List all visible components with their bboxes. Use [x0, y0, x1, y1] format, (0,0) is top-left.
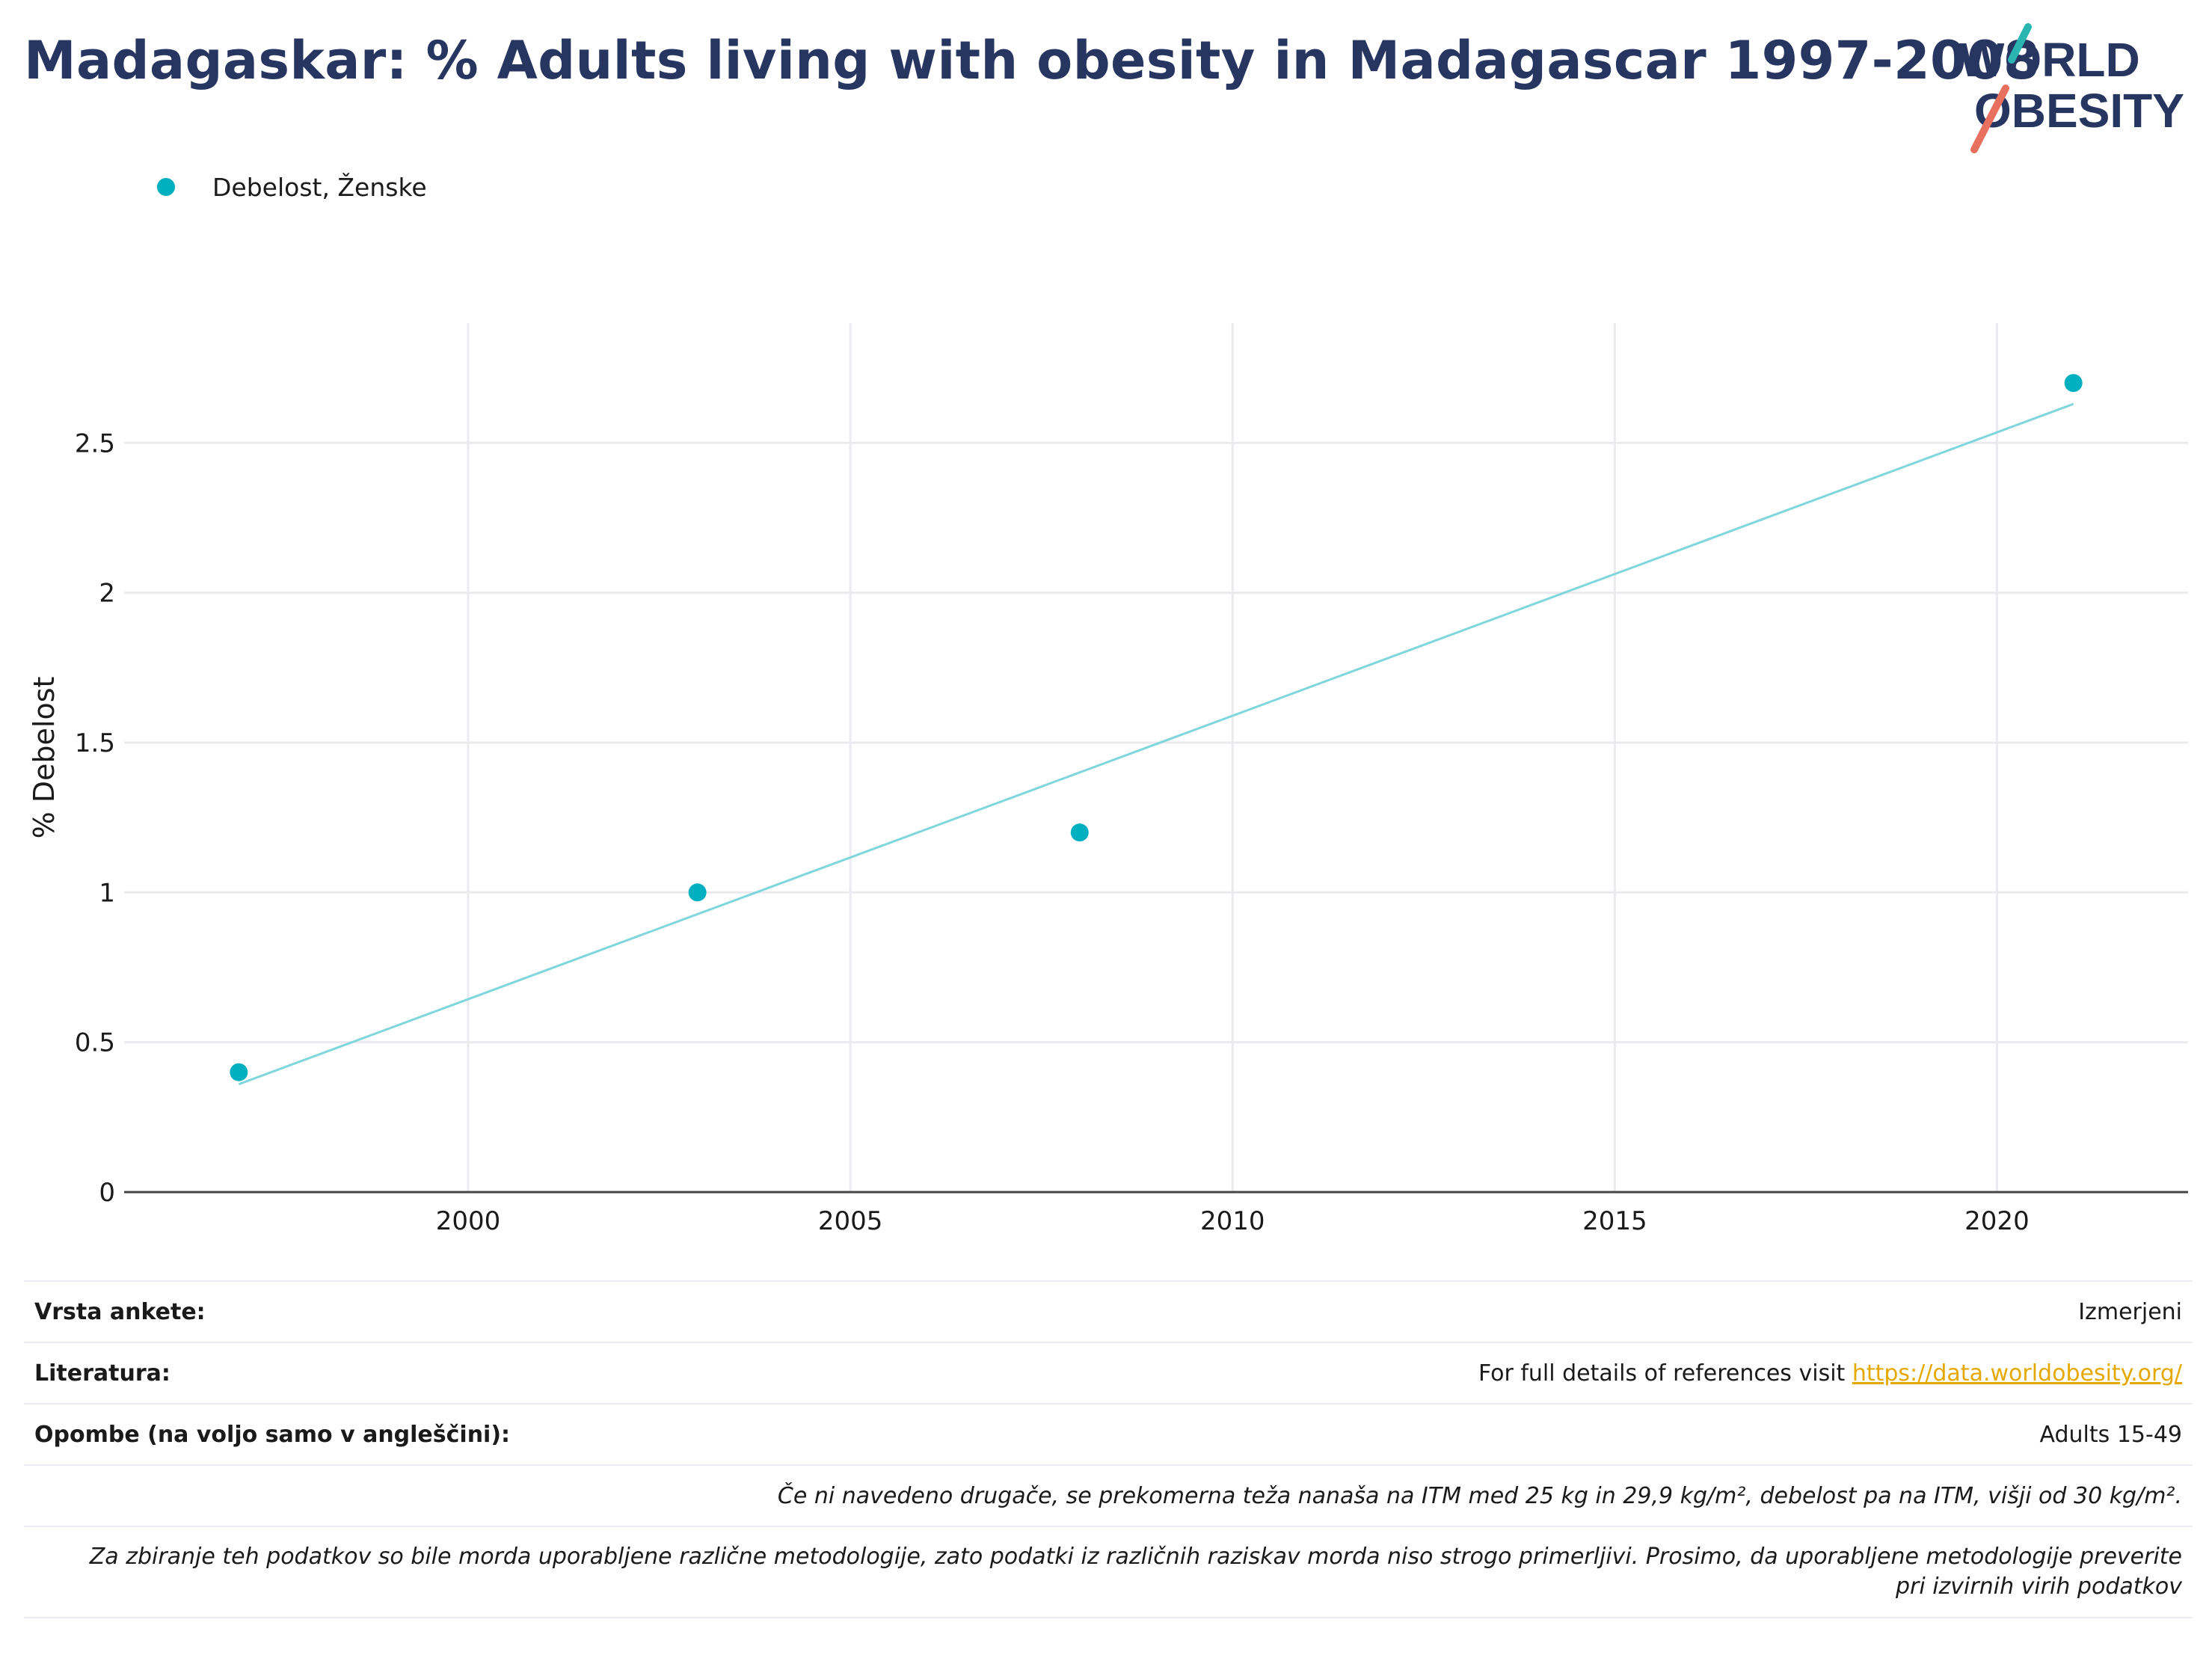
- references-label: Literatura:: [34, 1360, 170, 1387]
- methodology-note: Za zbiranje teh podatkov so bile morda u…: [89, 1544, 2182, 1600]
- references-link[interactable]: https://data.worldobesity.org/: [1852, 1360, 2182, 1387]
- y-tick-label: 2.5: [75, 429, 115, 458]
- info-table: Vrsta ankete: Izmerjeni Literatura: For …: [24, 1280, 2193, 1618]
- notes-value: Adults 15-49: [2039, 1421, 2183, 1448]
- svg-text:WORLD: WORLD: [1959, 33, 2140, 87]
- svg-text:OBESITY: OBESITY: [1974, 84, 2184, 138]
- references-text: For full details of references visit: [1478, 1360, 1852, 1387]
- data-point: [2064, 374, 2083, 393]
- legend-label: Debelost, Ženske: [212, 172, 427, 202]
- y-tick-label: 0: [99, 1178, 115, 1208]
- info-row-methodology: Za zbiranje teh podatkov so bile morda u…: [24, 1526, 2193, 1618]
- scatter-chart: 2000 2005 2010 2015 2020 0 0.5 1 1.5 2 2.5 % Debelo…: [28, 323, 2188, 1236]
- y-tick-label: 0.5: [75, 1028, 115, 1058]
- info-row-notes: Opombe (na voljo samo v angleščini): Adu…: [24, 1403, 2193, 1464]
- references-value: For full details of references visit htt…: [1478, 1360, 2182, 1387]
- info-row-survey-type: Vrsta ankete: Izmerjeni: [24, 1280, 2193, 1342]
- x-tick-label: 2000: [436, 1206, 501, 1236]
- trend-line: [238, 402, 2074, 1086]
- legend-marker: [157, 178, 175, 196]
- y-tick-label: 2: [99, 579, 115, 609]
- y-axis-label: % Debelost: [28, 677, 61, 839]
- info-row-references: Literatura: For full details of referenc…: [24, 1342, 2193, 1403]
- page-title: Madagaskar: % Adults living with obesity…: [24, 30, 2041, 91]
- data-point: [1070, 823, 1089, 842]
- chart-legend: Debelost, Ženske: [157, 171, 427, 203]
- info-row-definition: Če ni navedeno drugače, se prekomerna te…: [24, 1464, 2193, 1526]
- data-point: [688, 883, 707, 902]
- x-tick-label: 2020: [1964, 1206, 2030, 1236]
- notes-label: Opombe (na voljo samo v angleščini):: [34, 1421, 511, 1448]
- data-point: [230, 1063, 248, 1081]
- x-tick-label: 2010: [1200, 1206, 1265, 1236]
- survey-type-label: Vrsta ankete:: [34, 1298, 206, 1325]
- definition-note: Če ni navedeno drugače, se prekomerna te…: [777, 1482, 2182, 1509]
- y-tick-label: 1: [99, 878, 115, 908]
- y-tick-label: 1.5: [75, 728, 115, 758]
- x-tick-label: 2005: [818, 1206, 883, 1236]
- survey-type-value: Izmerjeni: [2078, 1298, 2182, 1325]
- world-obesity-logo: WORLD OBESITY: [1959, 23, 2184, 153]
- x-tick-label: 2015: [1582, 1206, 1647, 1236]
